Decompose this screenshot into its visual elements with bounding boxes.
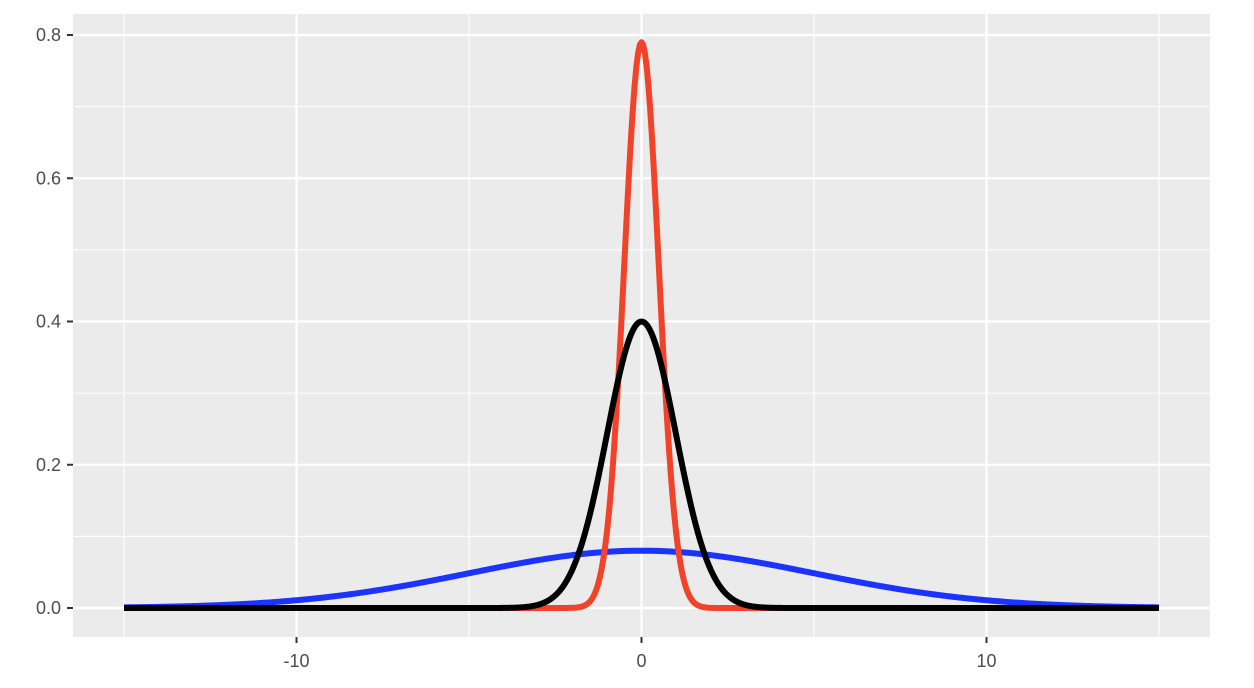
series-line-3	[122, 318, 1161, 611]
y-tick-label: 0.4	[36, 312, 61, 332]
y-tick-label: 0.0	[36, 598, 61, 618]
series-layer	[122, 39, 1161, 611]
y-tick-label: 0.8	[36, 25, 61, 45]
x-axis: -10 0 10	[283, 637, 997, 671]
x-tick-label: 10	[976, 651, 996, 671]
x-tick-label: -10	[283, 651, 309, 671]
y-axis: 0.0 0.2 0.4 0.6 0.8	[36, 25, 73, 618]
x-tick-label: 0	[636, 651, 646, 671]
y-tick-label: 0.2	[36, 455, 61, 475]
series-line-1	[122, 547, 1161, 611]
y-tick-label: 0.6	[36, 168, 61, 188]
